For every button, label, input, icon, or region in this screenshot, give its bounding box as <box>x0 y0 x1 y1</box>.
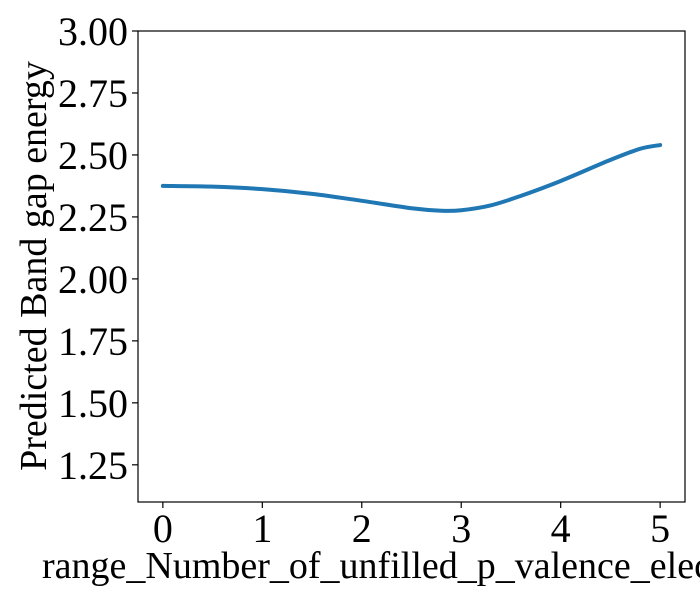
series-layer <box>160 143 663 213</box>
x-tick-label: 5 <box>650 506 670 551</box>
y-axis-title: Predicted Band gap energy <box>13 61 55 471</box>
y-tick-label: 1.25 <box>58 443 128 488</box>
plot-area-frame <box>137 30 686 503</box>
y-tick-label: 2.00 <box>58 257 128 302</box>
x-tick-label: 0 <box>153 506 173 551</box>
y-tick-label: 2.50 <box>58 133 128 178</box>
y-tick-label: 1.50 <box>58 381 128 426</box>
x-axis-title: range_Number_of_unfilled_p_valence_elec <box>42 545 700 587</box>
y-tick-label: 2.25 <box>58 195 128 240</box>
x-tick-label: 2 <box>352 506 372 551</box>
x-tick-label: 1 <box>252 506 272 551</box>
x-tick-label: 4 <box>551 506 571 551</box>
y-tick-label: 1.75 <box>58 319 128 364</box>
x-tick-label: 3 <box>451 506 471 551</box>
y-tick-label: 3.00 <box>58 9 128 54</box>
y-axis-ticks: 1.25 1.50 1.75 2.00 2.25 2.50 2.75 3.00 <box>58 9 138 488</box>
x-axis-ticks: 0 1 2 3 4 5 <box>153 502 670 551</box>
y-tick-label: 2.75 <box>58 71 128 116</box>
series-line <box>160 143 663 213</box>
